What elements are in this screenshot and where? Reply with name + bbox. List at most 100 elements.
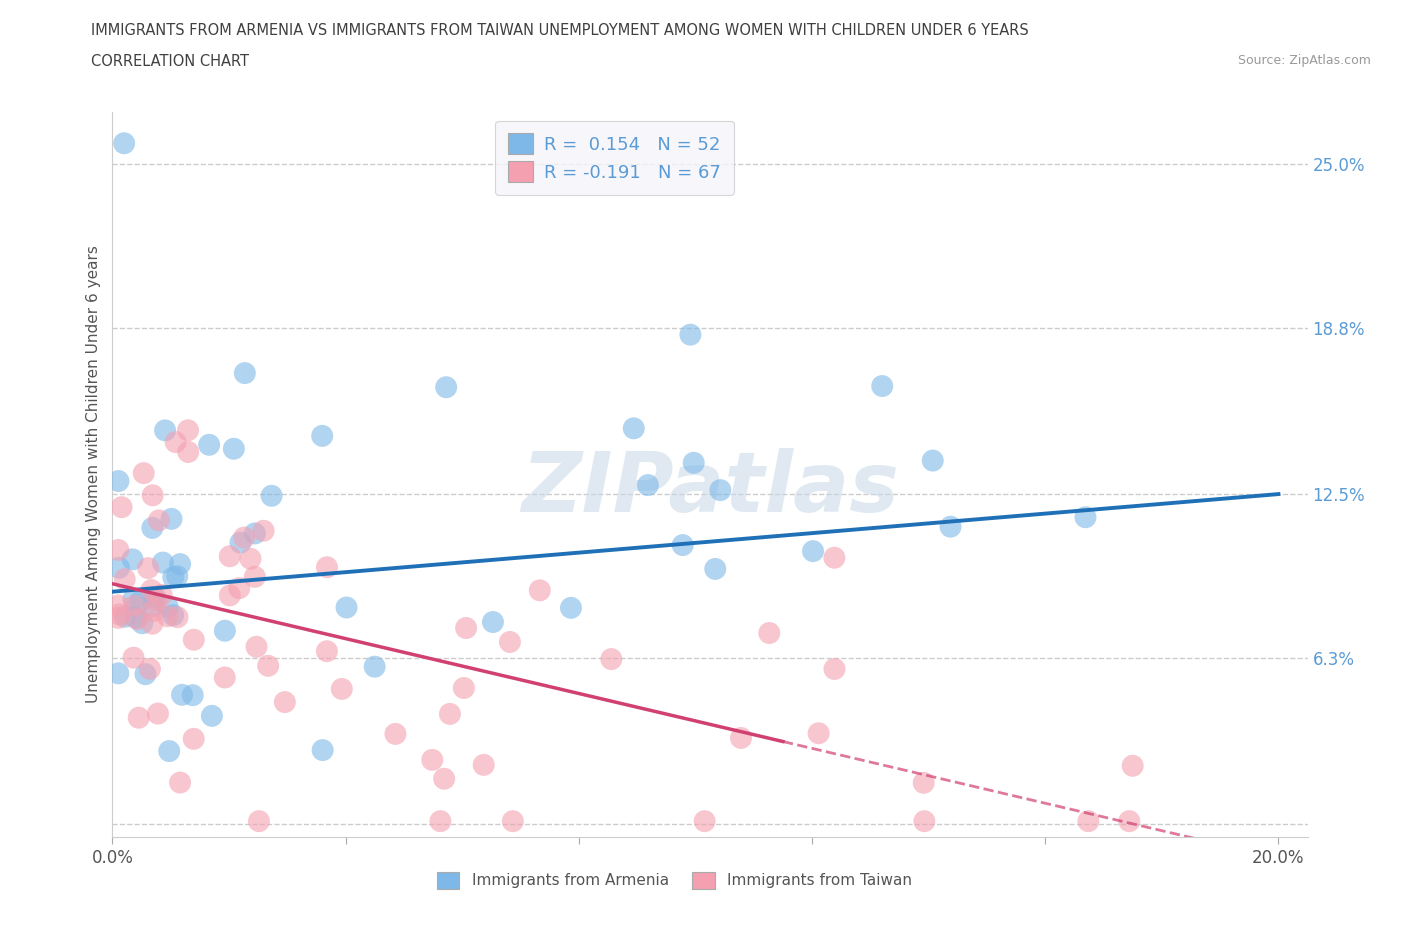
Point xyxy=(162,570,184,585)
Point xyxy=(114,609,136,624)
Point xyxy=(682,456,704,471)
Point xyxy=(912,814,935,829)
Point xyxy=(160,512,183,526)
Point xyxy=(148,513,170,528)
Point xyxy=(128,594,150,609)
Point xyxy=(679,327,702,342)
Point xyxy=(143,590,166,604)
Point xyxy=(110,499,132,514)
Text: ZIPatlas: ZIPatlas xyxy=(522,448,898,529)
Point xyxy=(921,453,943,468)
Point xyxy=(384,726,406,741)
Point xyxy=(939,519,962,534)
Point xyxy=(124,610,146,625)
Point xyxy=(433,771,456,786)
Point xyxy=(156,599,179,614)
Point xyxy=(247,814,270,829)
Point xyxy=(1074,510,1097,525)
Point xyxy=(807,725,830,740)
Point xyxy=(222,442,245,457)
Point xyxy=(672,538,695,552)
Point xyxy=(472,757,495,772)
Point xyxy=(107,598,129,613)
Point xyxy=(177,445,200,459)
Point xyxy=(114,572,136,587)
Point xyxy=(132,466,155,481)
Point xyxy=(214,670,236,684)
Point xyxy=(499,634,522,649)
Point xyxy=(233,530,256,545)
Point xyxy=(233,365,256,380)
Point xyxy=(141,617,163,631)
Point xyxy=(166,610,188,625)
Point xyxy=(600,652,623,667)
Point xyxy=(637,478,659,493)
Point xyxy=(502,814,524,829)
Point xyxy=(145,592,167,607)
Point xyxy=(758,626,780,641)
Point xyxy=(150,588,173,603)
Point xyxy=(1077,814,1099,829)
Point xyxy=(274,695,297,710)
Text: IMMIGRANTS FROM ARMENIA VS IMMIGRANTS FROM TAIWAN UNEMPLOYMENT AMONG WOMEN WITH : IMMIGRANTS FROM ARMENIA VS IMMIGRANTS FR… xyxy=(91,23,1029,38)
Point xyxy=(153,423,176,438)
Point xyxy=(429,814,451,829)
Point xyxy=(107,542,129,557)
Point xyxy=(912,776,935,790)
Point xyxy=(107,610,129,625)
Point xyxy=(709,483,731,498)
Point xyxy=(157,744,180,759)
Point xyxy=(453,681,475,696)
Point xyxy=(252,524,274,538)
Point xyxy=(311,743,333,758)
Point xyxy=(112,136,135,151)
Point xyxy=(136,561,159,576)
Point xyxy=(560,601,582,616)
Point xyxy=(121,551,143,566)
Point xyxy=(142,604,165,618)
Point xyxy=(1122,758,1144,773)
Point xyxy=(183,632,205,647)
Y-axis label: Unemployment Among Women with Children Under 6 years: Unemployment Among Women with Children U… xyxy=(86,246,101,703)
Point xyxy=(245,639,267,654)
Point xyxy=(260,488,283,503)
Point xyxy=(165,434,187,449)
Point xyxy=(316,644,339,658)
Point xyxy=(134,667,156,682)
Point xyxy=(420,752,443,767)
Point xyxy=(122,650,145,665)
Point xyxy=(146,706,169,721)
Point xyxy=(131,616,153,631)
Point xyxy=(141,521,163,536)
Point xyxy=(183,731,205,746)
Point xyxy=(704,562,727,577)
Point xyxy=(335,600,357,615)
Point xyxy=(201,709,224,724)
Point xyxy=(823,551,845,565)
Point xyxy=(693,814,716,829)
Point xyxy=(482,615,505,630)
Point xyxy=(170,687,193,702)
Point xyxy=(529,583,551,598)
Point xyxy=(363,659,385,674)
Point xyxy=(198,437,221,452)
Point xyxy=(124,598,146,613)
Point xyxy=(243,526,266,541)
Point xyxy=(1118,814,1140,829)
Point xyxy=(128,711,150,725)
Point xyxy=(169,557,191,572)
Point xyxy=(141,583,163,598)
Point xyxy=(177,423,200,438)
Point xyxy=(870,379,893,393)
Point xyxy=(730,731,752,746)
Point xyxy=(330,682,353,697)
Point xyxy=(107,473,129,488)
Point xyxy=(139,661,162,676)
Point xyxy=(108,561,131,576)
Point xyxy=(166,569,188,584)
Point xyxy=(152,555,174,570)
Point xyxy=(824,661,846,676)
Point xyxy=(142,599,165,614)
Point xyxy=(316,560,339,575)
Point xyxy=(181,687,204,702)
